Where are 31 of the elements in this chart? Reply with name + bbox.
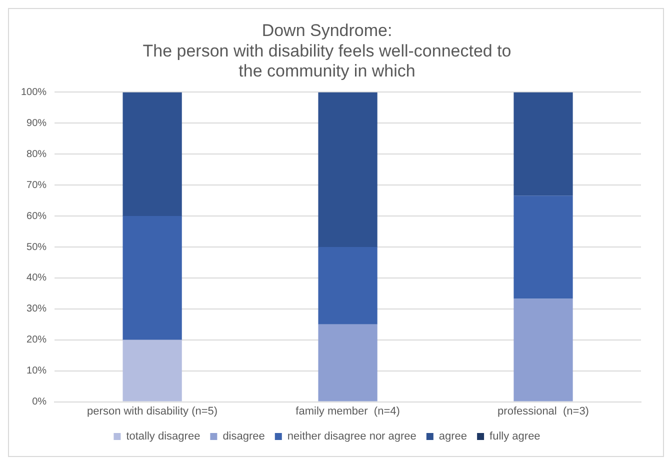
legend-label: totally disagree (126, 430, 200, 443)
y-tick-label: 70% (26, 180, 47, 191)
y-tick-label: 100% (21, 86, 47, 98)
legend-label: fully agree (490, 430, 540, 443)
y-tick-label: 40% (26, 272, 47, 284)
legend-label: neither disagree nor agree (287, 430, 416, 443)
bar (122, 92, 182, 216)
x-tick-label: person with disability (n=5) (87, 405, 218, 418)
bar (318, 92, 378, 247)
x-tick-label: professional (n=3) (498, 405, 589, 418)
y-tick-label: 80% (26, 148, 47, 160)
y-tick-label: 30% (26, 304, 47, 315)
x-tick-label: family member (n=4) (296, 405, 400, 418)
legend-label: agree (438, 430, 468, 443)
legend-label: disagree (222, 430, 265, 443)
y-tick-label: 0% (32, 396, 47, 408)
bar (514, 196, 573, 299)
bar (318, 247, 378, 324)
text: Down Syndrome: (262, 20, 392, 40)
text: the community in which (238, 62, 416, 81)
y-tick-label: 50% (26, 242, 47, 253)
bar (318, 324, 378, 402)
y-tick-label: 10% (26, 366, 47, 377)
bar (122, 216, 182, 340)
y-tick-label: 90% (26, 118, 47, 129)
y-tick-label: 60% (26, 210, 47, 222)
bar (514, 92, 573, 196)
bar (122, 340, 182, 402)
text: The person with disability feels well-connected to (142, 41, 512, 60)
bar (514, 298, 573, 402)
y-tick-label: 20% (26, 334, 47, 346)
